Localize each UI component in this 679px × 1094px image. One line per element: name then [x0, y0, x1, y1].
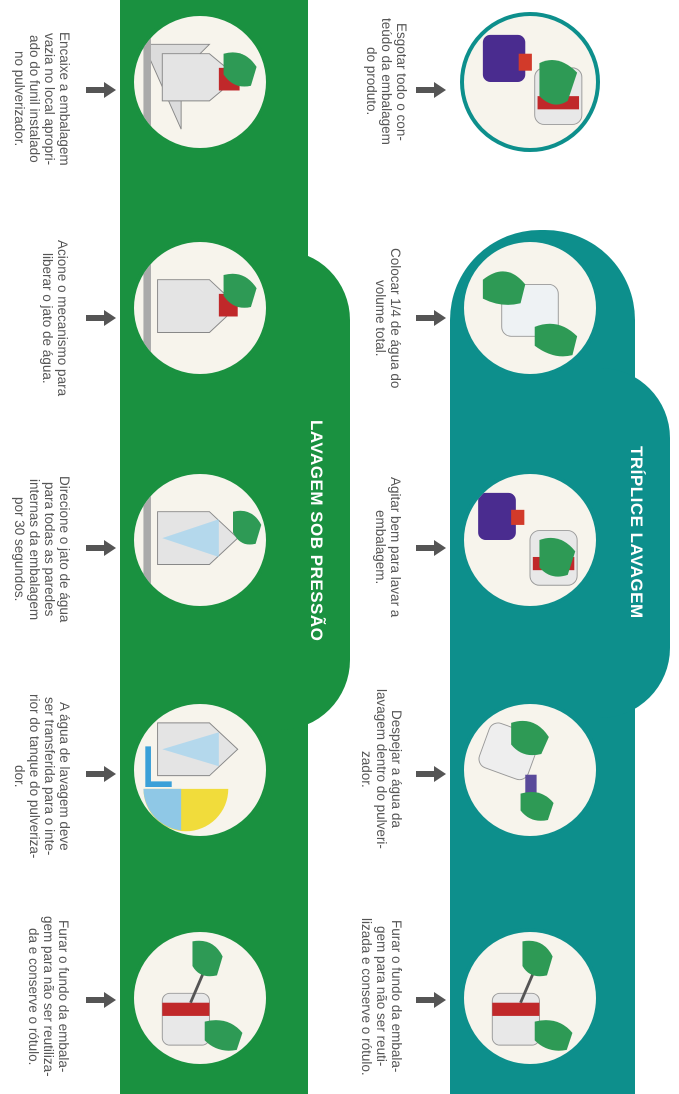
triple-step-2-caption: Colocar 1/4 de água do volume total. — [373, 247, 403, 389]
add-water-icon — [482, 271, 578, 357]
pressure-step-1-caption: Encaixe a embalagem vazia no local aprop… — [12, 32, 72, 166]
step-image-pierce-triple — [460, 928, 600, 1068]
step-image-transfer-tank — [130, 700, 270, 840]
pressure-step-4-caption: A água de lavagem deve ser transferida p… — [12, 694, 72, 859]
shake-bottle-icon — [478, 492, 578, 586]
arrow-icon — [416, 82, 446, 98]
arrow-icon — [416, 310, 446, 326]
pierce-bottle-icon — [491, 940, 573, 1051]
triple-step-3-caption: Agitar bem para lavar a embalagem. — [373, 476, 403, 618]
trigger-jet-icon — [143, 260, 257, 356]
triple-step-5-caption: Furar o fundo da embala- gem para não se… — [359, 917, 404, 1076]
arrow-icon — [86, 540, 116, 556]
pierce-bottle-icon — [161, 940, 243, 1051]
triple-step-4-caption: Despejar a água da lavagem dentro do pul… — [359, 689, 404, 849]
step-image-shake — [460, 470, 600, 610]
arrow-icon — [86, 82, 116, 98]
transfer-tank-icon — [143, 722, 239, 832]
pressure-wash-title: LAVAGEM SOB PRESSÃO — [307, 420, 326, 642]
triple-step-1-caption: Esgotar todo o con- teúdo da embalagem d… — [364, 18, 409, 145]
arrow-icon — [416, 766, 446, 782]
arrow-icon — [416, 992, 446, 1008]
step-image-add-water — [460, 238, 600, 378]
pressure-step-3-caption: Direcione o jato de água para todas as p… — [12, 476, 72, 623]
spray-jet-icon — [143, 492, 262, 588]
step-image-funnel-fit — [130, 12, 270, 152]
arrow-icon — [86, 992, 116, 1008]
step-image-pour-into-sprayer — [460, 700, 600, 840]
arrow-icon — [86, 310, 116, 326]
step-image-pour-out — [460, 12, 600, 152]
step-image-trigger-jet — [130, 238, 270, 378]
pressure-step-5-caption: Furar o fundo da embala- gem para não se… — [26, 916, 71, 1077]
funnel-fit-icon — [142, 34, 257, 130]
triple-wash-title: TRÍPLICE LAVAGEM — [627, 446, 646, 619]
arrow-icon — [416, 540, 446, 556]
arrow-icon — [86, 766, 116, 782]
pour-into-sprayer-icon — [478, 720, 554, 821]
step-image-pierce-pressure — [130, 928, 270, 1068]
step-image-spray-jet — [130, 470, 270, 610]
pour-out-icon — [482, 34, 583, 125]
pressure-step-2-caption: Acione o mecanismo para liberar o jato d… — [40, 239, 70, 397]
